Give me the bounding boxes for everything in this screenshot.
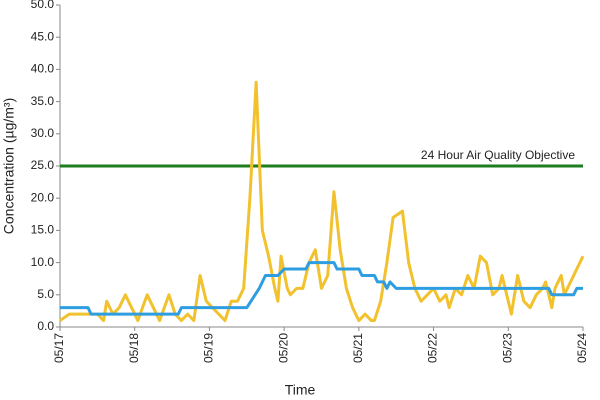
y-tick-label: 45.0 (31, 29, 55, 43)
y-tick-label: 25.0 (31, 158, 55, 172)
x-tick-label: 05/21 (351, 333, 365, 363)
y-tick-label: 50.0 (31, 0, 55, 11)
y-axis-title: Concentration (µg/m³) (1, 98, 17, 234)
series-line (59, 80, 585, 323)
y-tick-label: 35.0 (31, 94, 55, 108)
x-tick-label: 05/22 (426, 333, 440, 363)
x-tick-label: 05/18 (127, 333, 141, 363)
x-tick-label: 05/19 (202, 333, 216, 363)
y-tick-label: 40.0 (31, 62, 55, 76)
y-tick-label: 20.0 (31, 190, 55, 204)
x-tick-label: 05/17 (52, 333, 66, 363)
objective-label: 24 Hour Air Quality Objective (421, 148, 575, 162)
series-line (60, 261, 583, 316)
x-tick-label: 05/20 (276, 333, 290, 363)
y-tick-label: 0.0 (37, 319, 54, 333)
y-tick-label: 5.0 (37, 287, 54, 301)
x-axis-title: Time (285, 382, 316, 398)
x-tick-label: 05/23 (500, 333, 514, 363)
y-tick-label: 30.0 (31, 126, 55, 140)
x-tick-label: 05/24 (575, 333, 589, 363)
y-tick-label: 10.0 (31, 255, 55, 269)
y-tick-label: 15.0 (31, 223, 55, 237)
